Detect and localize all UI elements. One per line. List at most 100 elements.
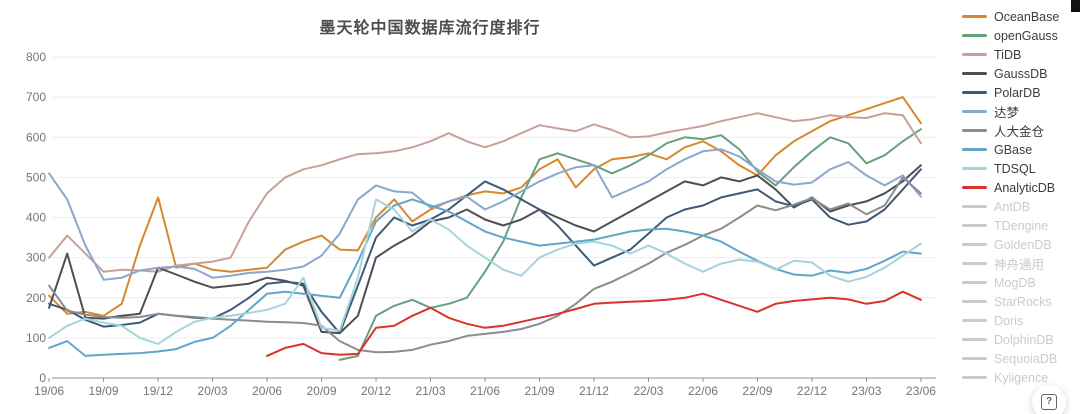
svg-text:20/03: 20/03 — [198, 384, 228, 398]
svg-text:19/09: 19/09 — [89, 384, 119, 398]
legend-label: TDengine — [994, 218, 1049, 233]
legend-item-DolphinDB[interactable]: DolphinDB — [962, 330, 1080, 349]
svg-text:22/09: 22/09 — [742, 384, 772, 398]
svg-text:22/03: 22/03 — [633, 384, 663, 398]
legend-label: MogDB — [994, 275, 1036, 290]
gridlines — [52, 56, 936, 339]
legend-swatch-GoldenDB — [962, 243, 987, 246]
chart-canvas[interactable]: 0 100 200 300 400 500 600 700 800 19/06 19/09 19/12… — [0, 0, 960, 414]
svg-text:22/12: 22/12 — [797, 384, 827, 398]
legend-swatch-AntDB — [962, 205, 987, 208]
legend-item-GoldenDB[interactable]: GoldenDB — [962, 235, 1080, 254]
legend-swatch-Doris — [962, 319, 987, 322]
legend-label: openGauss — [994, 28, 1058, 43]
legend-label: SequoiaDB — [994, 351, 1058, 366]
legend-swatch-SequoiaDB — [962, 357, 987, 360]
legend-item-TiDB[interactable]: TiDB — [962, 45, 1080, 64]
legend-item-Doris[interactable]: Doris — [962, 311, 1080, 330]
legend-item-OceanBase[interactable]: OceanBase — [962, 7, 1080, 26]
legend-label: AnalyticDB — [994, 180, 1056, 195]
legend-item-AntDB[interactable]: AntDB — [962, 197, 1080, 216]
legend-swatch-openGauss — [962, 34, 987, 37]
legend-swatch-PolarDB — [962, 91, 987, 94]
svg-text:21/03: 21/03 — [415, 384, 445, 398]
series-line-openGauss[interactable] — [338, 128, 922, 361]
legend-label: GBase — [994, 142, 1033, 157]
legend: OceanBase openGauss TiDB GaussDB PolarDB 达梦人大… — [962, 7, 1080, 387]
legend-item-SequoiaDB[interactable]: SequoiaDB — [962, 349, 1080, 368]
legend-item-GBase[interactable]: GBase — [962, 140, 1080, 159]
legend-label: 人大金仓 — [994, 125, 1045, 139]
svg-text:0: 0 — [39, 371, 46, 385]
svg-text:20/12: 20/12 — [361, 384, 391, 398]
legend-item-人大金仓[interactable]: 人大金仓 — [962, 121, 1080, 140]
legend-swatch-DolphinDB — [962, 338, 987, 341]
svg-text:22/06: 22/06 — [688, 384, 718, 398]
series-lines — [48, 96, 922, 361]
legend-label: GoldenDB — [994, 237, 1052, 252]
legend-label: AntDB — [994, 199, 1031, 214]
series-line-AnalyticDB[interactable] — [266, 290, 922, 357]
legend-label: GaussDB — [994, 66, 1048, 81]
svg-text:21/12: 21/12 — [579, 384, 609, 398]
legend-swatch-OceanBase — [962, 15, 987, 18]
help-button[interactable]: ? — [1032, 385, 1066, 414]
legend-item-Kyligence[interactable]: Kyligence — [962, 368, 1080, 387]
legend-swatch-GaussDB — [962, 72, 987, 75]
legend-swatch-TDengine — [962, 224, 987, 227]
series-line-达梦[interactable] — [48, 148, 922, 281]
x-axis-labels: 19/06 19/09 19/12 20/03 20/06 20/09 20/12 21/03… — [34, 378, 936, 398]
series-line-TDSQL[interactable] — [48, 198, 922, 345]
legend-swatch-神舟通用 — [962, 262, 987, 265]
y-axis-labels: 0 100 200 300 400 500 600 700 800 — [26, 50, 46, 385]
legend-item-MogDB[interactable]: MogDB — [962, 273, 1080, 292]
chart-title: 墨天轮中国数据库流行度排行 — [319, 20, 541, 37]
legend-item-TDengine[interactable]: TDengine — [962, 216, 1080, 235]
svg-text:200: 200 — [26, 291, 46, 305]
svg-text:19/06: 19/06 — [34, 384, 64, 398]
svg-text:800: 800 — [26, 50, 46, 64]
svg-text:300: 300 — [26, 251, 46, 265]
legend-label: OceanBase — [994, 9, 1060, 24]
series-line-PolarDB[interactable] — [48, 168, 922, 335]
legend-swatch-StarRocks — [962, 300, 987, 303]
legend-item-GaussDB[interactable]: GaussDB — [962, 64, 1080, 83]
series-line-GaussDB[interactable] — [48, 164, 922, 335]
svg-text:600: 600 — [26, 130, 46, 144]
legend-swatch-人大金仓 — [962, 129, 987, 132]
legend-label: 达梦 — [994, 106, 1020, 120]
svg-text:19/12: 19/12 — [143, 384, 173, 398]
question-mark-icon: ? — [1041, 394, 1057, 410]
legend-item-达梦[interactable]: 达梦 — [962, 102, 1080, 121]
legend-label: PolarDB — [994, 85, 1041, 100]
legend-swatch-TiDB — [962, 53, 987, 56]
legend-item-StarRocks[interactable]: StarRocks — [962, 292, 1080, 311]
corner-artifact — [1071, 0, 1080, 12]
series-line-GBase[interactable] — [48, 198, 922, 357]
series-line-人大金仓[interactable] — [48, 176, 922, 354]
legend-item-openGauss[interactable]: openGauss — [962, 26, 1080, 45]
svg-text:500: 500 — [26, 170, 46, 184]
svg-text:20/09: 20/09 — [307, 384, 337, 398]
svg-text:21/09: 21/09 — [524, 384, 554, 398]
legend-item-神舟通用[interactable]: 神舟通用 — [962, 254, 1080, 273]
legend-item-TDSQL[interactable]: TDSQL — [962, 159, 1080, 178]
svg-text:700: 700 — [26, 90, 46, 104]
svg-text:23/06: 23/06 — [906, 384, 936, 398]
legend-label: Doris — [994, 313, 1024, 328]
legend-label: 神舟通用 — [994, 258, 1045, 272]
svg-text:23/03: 23/03 — [851, 384, 881, 398]
legend-swatch-达梦 — [962, 110, 987, 113]
svg-text:400: 400 — [26, 211, 46, 225]
series-line-TiDB[interactable] — [48, 112, 922, 273]
legend-item-AnalyticDB[interactable]: AnalyticDB — [962, 178, 1080, 197]
legend-label: StarRocks — [994, 294, 1052, 309]
legend-swatch-GBase — [962, 148, 987, 151]
legend-swatch-AnalyticDB — [962, 186, 987, 189]
legend-item-PolarDB[interactable]: PolarDB — [962, 83, 1080, 102]
legend-swatch-TDSQL — [962, 167, 987, 170]
svg-text:20/06: 20/06 — [252, 384, 282, 398]
svg-text:21/06: 21/06 — [470, 384, 500, 398]
legend-label: TiDB — [994, 47, 1022, 62]
